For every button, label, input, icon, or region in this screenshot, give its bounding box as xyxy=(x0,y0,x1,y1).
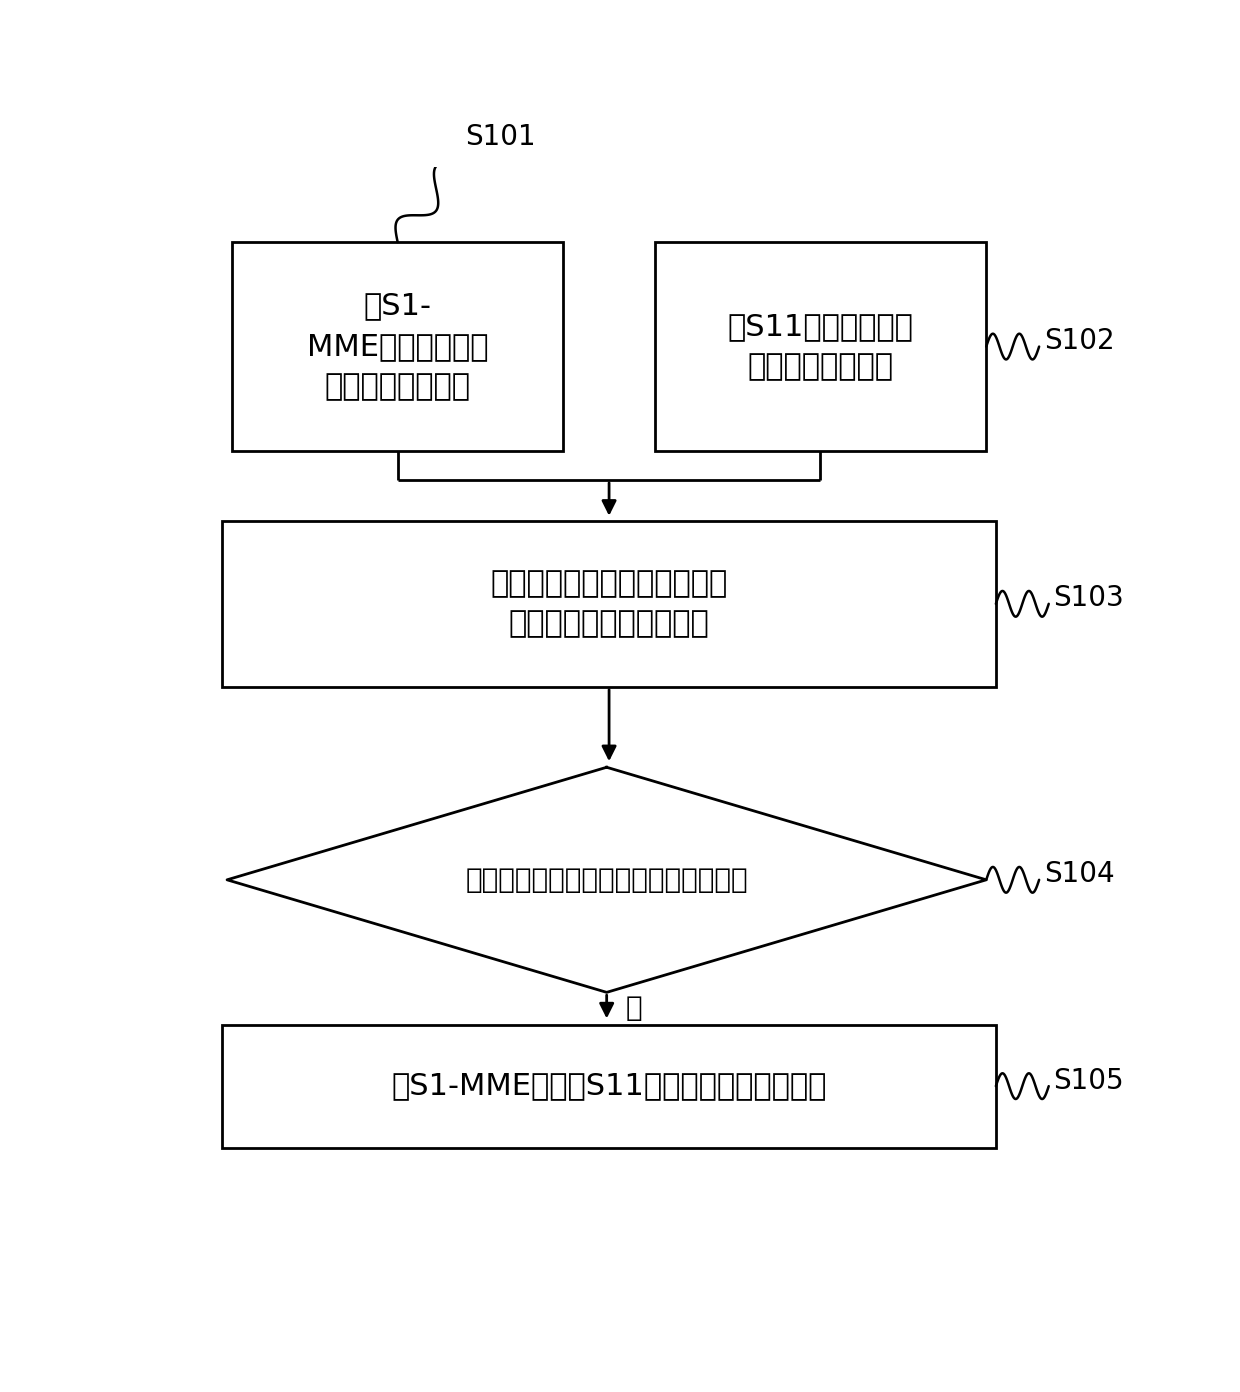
Text: S102: S102 xyxy=(1044,327,1115,355)
Text: 判断上述两组信息中相应信息是否相同: 判断上述两组信息中相应信息是否相同 xyxy=(465,866,748,894)
Text: 从S1-
MME接口中提取第
一用户面隧道信息: 从S1- MME接口中提取第 一用户面隧道信息 xyxy=(308,291,489,401)
Bar xyxy=(222,1025,996,1148)
Text: S104: S104 xyxy=(1044,860,1115,888)
Text: 是: 是 xyxy=(626,994,642,1023)
Text: 将第一用户面隧道信息和第二
用户面隧道信息进行比较: 将第一用户面隧道信息和第二 用户面隧道信息进行比较 xyxy=(491,569,728,639)
Text: 将S1-MME接口和S11接口信令流程进行关联: 将S1-MME接口和S11接口信令流程进行关联 xyxy=(392,1072,827,1101)
Bar xyxy=(222,521,996,686)
Text: 从S11接口中提取第
二用户面隧道信息: 从S11接口中提取第 二用户面隧道信息 xyxy=(728,312,914,381)
Text: S101: S101 xyxy=(465,122,536,150)
Text: S105: S105 xyxy=(1054,1066,1125,1094)
Text: S103: S103 xyxy=(1054,585,1125,612)
Bar xyxy=(232,242,563,451)
Bar xyxy=(655,242,986,451)
